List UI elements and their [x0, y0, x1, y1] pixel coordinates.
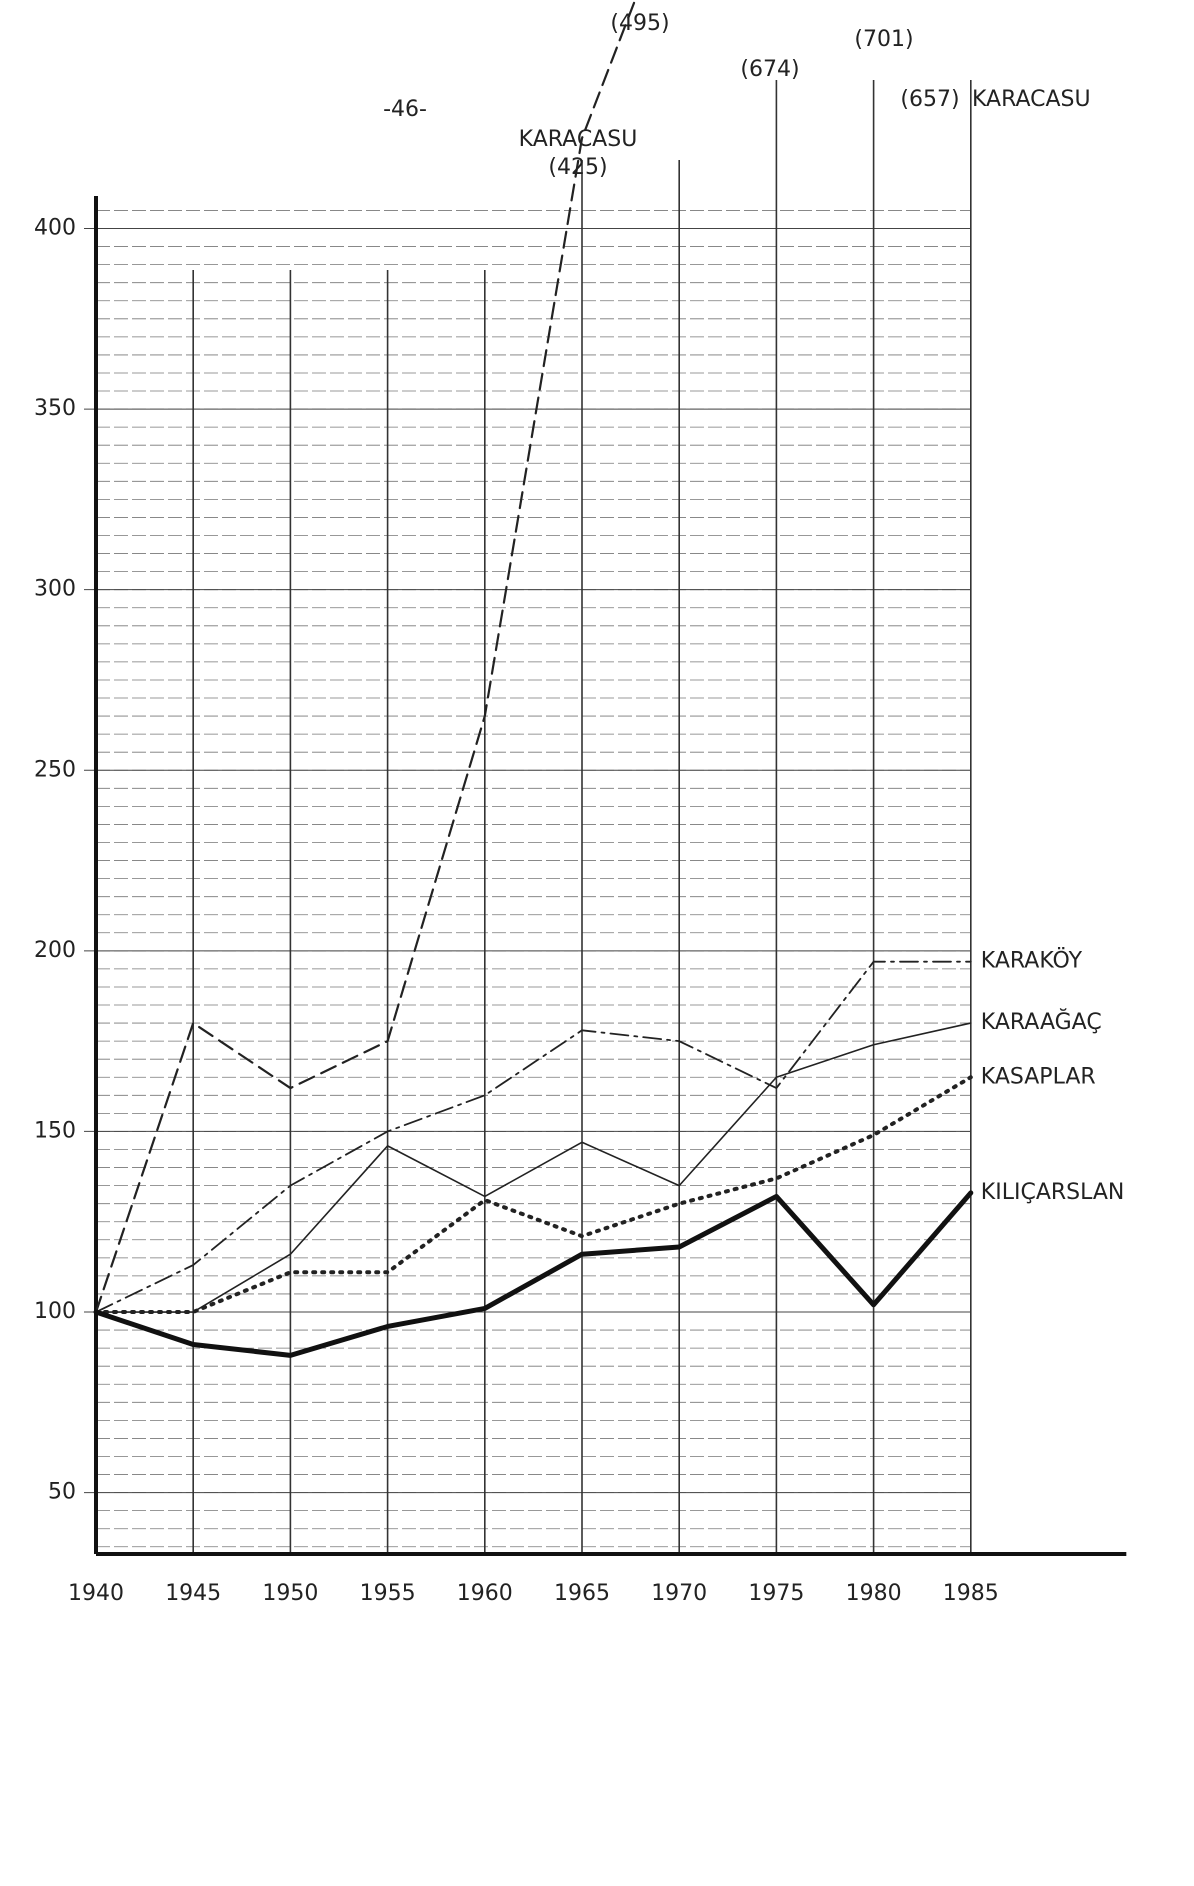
- x-tick-label: 1940: [68, 1581, 124, 1606]
- data-label: (657): [900, 87, 959, 112]
- x-tick-label: 1965: [554, 1581, 610, 1606]
- data-label: (674): [740, 57, 799, 82]
- x-tick-label: 1970: [651, 1581, 707, 1606]
- y-tick-label: 250: [34, 757, 76, 782]
- series-line: [95, 960, 972, 1313]
- data-label: (701): [854, 27, 913, 52]
- series-line: [94, 1075, 973, 1315]
- series-label: KARAAĞAÇ: [981, 1009, 1102, 1035]
- series-line: [93, 1190, 974, 1358]
- x-tick-label: 1960: [457, 1581, 513, 1606]
- x-tick-label: 1945: [165, 1581, 221, 1606]
- x-tick-label: 1985: [943, 1581, 999, 1606]
- y-tick-label: 400: [34, 216, 76, 241]
- series-label: KARACASU: [972, 87, 1091, 112]
- y-tick-label: 200: [34, 938, 76, 963]
- y-tick-label: 300: [34, 577, 76, 602]
- series-line: [94, 0, 637, 1314]
- series-line: [95, 1022, 972, 1313]
- annotation: KARACASU: [519, 127, 638, 152]
- y-tick-label: 350: [34, 396, 76, 421]
- series-label: KASAPLAR: [981, 1064, 1096, 1089]
- data-label: (425): [548, 155, 607, 180]
- y-tick-label: 100: [34, 1299, 76, 1324]
- y-tick-label: 50: [48, 1480, 76, 1505]
- series-label: KILIÇARSLAN: [981, 1180, 1125, 1205]
- x-tick-label: 1955: [360, 1581, 416, 1606]
- page-number: -46-: [383, 97, 427, 122]
- y-tick-label: 150: [34, 1118, 76, 1143]
- data-label: (495): [610, 11, 669, 36]
- x-tick-label: 1980: [846, 1581, 902, 1606]
- series-label: KARAKÖY: [981, 948, 1083, 974]
- x-tick-label: 1950: [262, 1581, 318, 1606]
- x-tick-label: 1975: [748, 1581, 804, 1606]
